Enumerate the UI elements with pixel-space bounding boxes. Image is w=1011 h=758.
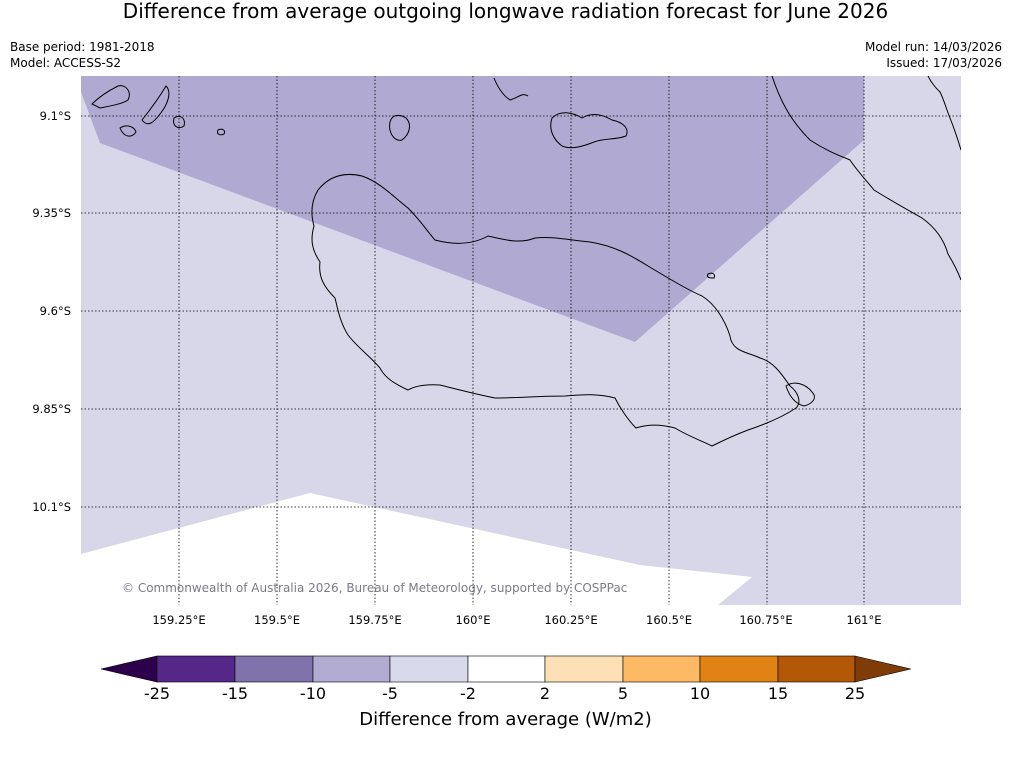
band-minus2-to-2 (81, 493, 752, 605)
colorbar-tick-2: -10 (299, 684, 327, 703)
lon-label-160.75: 160.75°E (739, 613, 793, 627)
base-period: Base period: 1981-2018 (10, 40, 155, 54)
map-area: © Commonwealth of Australia 2026, Bureau… (81, 76, 961, 605)
colorbar-title: Difference from average (W/m2) (359, 709, 652, 730)
coastline-savo (389, 114, 410, 141)
model-name: Model: ACCESS-S2 (10, 56, 122, 70)
issued-date: Issued: 17/03/2026 (886, 56, 1002, 70)
coastline-marau-islet (785, 382, 815, 407)
gridlines (81, 76, 961, 605)
coastline-group (91, 76, 961, 447)
colorbar-band-5 (467, 655, 546, 683)
colorbar-band-1 (156, 655, 236, 683)
colorbar-tick-3: -5 (382, 684, 398, 703)
coastline-russell-islands (91, 85, 225, 137)
lon-label-160.25: 160.25°E (544, 613, 598, 627)
colorbar-extend-min (100, 655, 158, 683)
colorbar-band-7 (622, 655, 701, 683)
coastline-malaita (771, 76, 961, 281)
colorbar-tick-8: 15 (767, 684, 789, 703)
coastline-islet (707, 272, 715, 279)
colorbar-tick-5: 2 (539, 684, 551, 703)
colorbar-band-4 (389, 655, 469, 683)
lon-label-159.25: 159.25°E (152, 613, 206, 627)
lon-label-160.5: 160.5°E (646, 613, 692, 627)
model-run: Model run: 14/03/2026 (864, 40, 1002, 54)
colorbar-tick-0: -25 (143, 684, 171, 703)
lat-label-9.6: 9.6°S (39, 304, 71, 318)
colorbar-band-8 (699, 655, 779, 683)
colorbar-tick-4: -2 (460, 684, 476, 703)
coastline-florida-islands (550, 112, 628, 149)
colorbar-tick-7: 10 (689, 684, 711, 703)
lon-label-161: 161°E (846, 613, 882, 627)
colorbar-band-9 (777, 655, 856, 683)
lon-label-160: 160°E (455, 613, 491, 627)
lat-label-9.35: 9.35°S (32, 206, 71, 220)
coastline-north-fragment (493, 77, 529, 101)
coastline-malaita-north (927, 76, 961, 151)
colorbar-tick-1: -15 (221, 684, 249, 703)
chart-title: Difference from average outgoing longwav… (122, 0, 889, 23)
lon-label-159.75: 159.75°E (348, 613, 402, 627)
meta-left: Base period: 1981-2018 Model: ACCESS-S2 (10, 39, 155, 71)
colorbar-tick-6: 5 (617, 684, 629, 703)
copyright-text: © Commonwealth of Australia 2026, Bureau… (122, 581, 627, 595)
colorbar-band-3 (312, 655, 391, 683)
colorbar-tick-9: 25 (844, 684, 866, 703)
colorbar-band-6 (544, 655, 624, 683)
lat-label-10.1: 10.1°S (32, 500, 71, 514)
colorbar-band-2 (234, 655, 314, 683)
coastline-guadalcanal (311, 173, 800, 447)
lat-label-9.1: 9.1°S (39, 109, 71, 123)
lon-label-159.5: 159.5°E (254, 613, 300, 627)
meta-right: Model run: 14/03/2026 Issued: 17/03/2026 (865, 39, 1002, 71)
colorbar (100, 655, 912, 683)
colorbar-extend-max (854, 655, 912, 683)
lat-label-9.85: 9.85°S (32, 402, 71, 416)
